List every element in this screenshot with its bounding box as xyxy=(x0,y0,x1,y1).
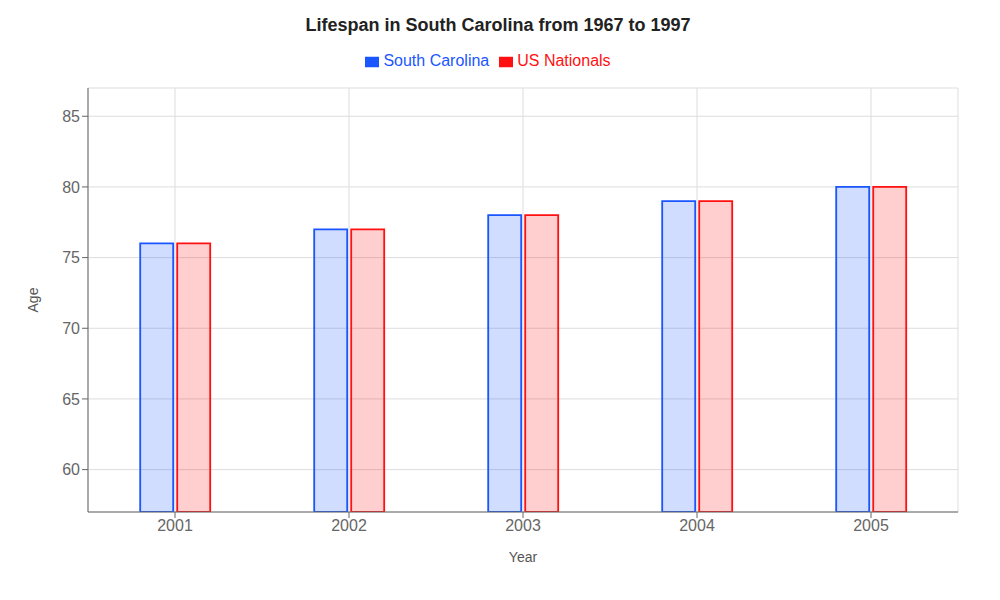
svg-text:Year: Year xyxy=(509,549,538,565)
svg-text:60: 60 xyxy=(62,461,80,478)
svg-text:70: 70 xyxy=(62,320,80,337)
svg-text:85: 85 xyxy=(62,108,80,125)
html-text:South Carolina: South Carolina xyxy=(383,52,490,69)
svg-text:2005: 2005 xyxy=(853,517,889,534)
html-text:US Nationals: US Nationals xyxy=(517,52,611,69)
svg-text:2003: 2003 xyxy=(505,517,541,534)
svg-text:75: 75 xyxy=(62,249,80,266)
svg-text:65: 65 xyxy=(62,391,80,408)
svg-text:Age: Age xyxy=(25,287,41,312)
svg-text:2004: 2004 xyxy=(679,517,715,534)
svg-text:2002: 2002 xyxy=(331,517,367,534)
svg-text:2001: 2001 xyxy=(157,517,193,534)
html-text:Lifespan in South Carolina fro: Lifespan in South Carolina from 1967 to … xyxy=(305,15,691,35)
svg-text:80: 80 xyxy=(62,179,80,196)
